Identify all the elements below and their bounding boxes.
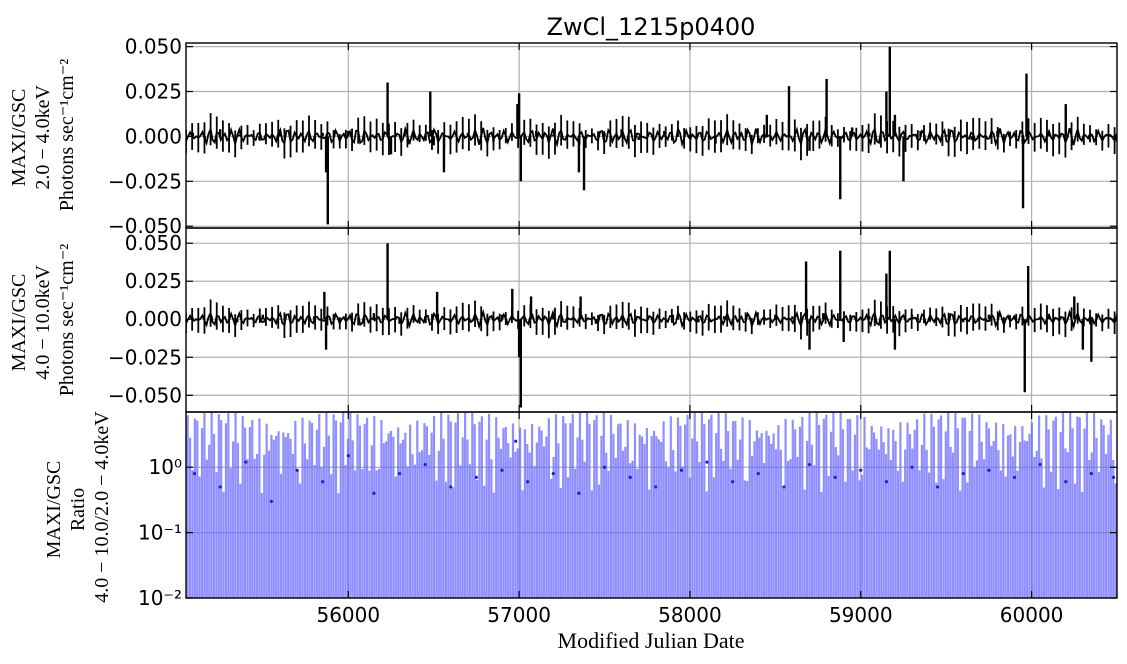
- ratio-point: [961, 471, 965, 476]
- ylabel-bottom-line-1: MAXI/GSC: [43, 461, 65, 559]
- ytick-label: 10⁰: [149, 455, 182, 479]
- ylabel-top-line-3: Photons sec⁻¹cm⁻²: [56, 59, 78, 212]
- xtick-label: 59000: [829, 603, 893, 627]
- ytick-label: 0.000: [125, 307, 182, 331]
- ratio-point: [1111, 475, 1116, 479]
- panel-ratio: 10⁻² 10⁻¹ 10⁰ 56000 57000 58000 59000 60000: [138, 411, 1118, 627]
- ytick-label: 0.050: [125, 35, 182, 59]
- panel-top: −0.050 −0.025 0.000 0.025 0.050: [108, 35, 1118, 238]
- xtick-label: 56000: [316, 603, 380, 627]
- chart-title: ZwCl_1215p0400: [547, 13, 756, 41]
- ratio-point: [551, 471, 555, 476]
- ratio-point: [654, 485, 658, 489]
- xtick-label: 60000: [1000, 603, 1064, 627]
- ratio-point: [602, 465, 607, 469]
- ratio-point: [833, 475, 837, 479]
- ylabel-top: MAXI/GSC 2.0 − 4.0keV Photons sec⁻¹cm⁻²: [8, 59, 78, 212]
- ytick-label: 0.025: [125, 79, 182, 103]
- ratio-point: [514, 439, 518, 443]
- ratio-point: [679, 468, 683, 472]
- ylabel-middle: MAXI/GSC 4.0 − 10.0keV Photons sec⁻¹cm⁻²: [8, 244, 78, 397]
- ytick-label: 10⁻²: [138, 586, 182, 610]
- ytick-label: 10⁻¹: [138, 521, 182, 545]
- ratio-point: [321, 480, 325, 484]
- ytick-label: −0.025: [108, 345, 182, 369]
- ratio-point: [1038, 462, 1042, 467]
- ratio-point: [705, 460, 709, 464]
- ratio-point: [987, 468, 991, 472]
- ratio-point: [244, 460, 248, 464]
- ratio-point: [397, 471, 402, 476]
- ratio-point: [295, 468, 299, 472]
- ratio-point: [474, 475, 479, 479]
- ratio-point: [936, 485, 940, 489]
- ytick-label: 0.025: [125, 269, 182, 293]
- ratio-point: [1012, 475, 1017, 479]
- ratio-point: [192, 471, 197, 476]
- ratio-point: [884, 480, 888, 484]
- ratio-point: [859, 468, 863, 472]
- ylabel-middle-line-2: 4.0 − 10.0keV: [32, 264, 54, 379]
- ratio-point: [1064, 480, 1068, 484]
- ytick-label: 0.050: [125, 231, 182, 255]
- ylabel-bottom: MAXI/GSC Ratio 4.0 − 10.0/2.0 − 4.0keV: [43, 411, 113, 603]
- ratio-point: [526, 480, 530, 484]
- ratio-point: [628, 475, 632, 479]
- ratio-point: [807, 462, 812, 467]
- ytick-label: −0.050: [108, 383, 182, 407]
- series-group: [186, 412, 1117, 598]
- ratio-point: [218, 485, 222, 489]
- ytick-label: −0.025: [108, 169, 182, 193]
- ratio-point: [756, 471, 760, 476]
- ratio-point: [782, 485, 786, 489]
- ytick-label: −0.050: [108, 214, 182, 238]
- noise-line: [186, 125, 1117, 148]
- ratio-point: [372, 491, 376, 495]
- ylabel-middle-line-3: Photons sec⁻¹cm⁻²: [56, 244, 78, 397]
- axes-frame: [185, 411, 1118, 599]
- panel-middle: −0.050 −0.025 0.000 0.025 0.050: [108, 227, 1118, 413]
- ratio-point: [449, 485, 453, 489]
- ylabel-bottom-line-3: 4.0 − 10.0/2.0 − 4.0keV: [91, 411, 113, 603]
- ylabel-bottom-line-2: Ratio: [67, 488, 89, 531]
- series-group: [186, 243, 1117, 408]
- ytick-label: 0.000: [125, 124, 182, 148]
- xlabel: Modified Julian Date: [558, 628, 745, 653]
- ratio-point: [1089, 471, 1093, 476]
- ratio-point: [500, 468, 504, 472]
- ylabel-top-line-1: MAXI/GSC: [8, 89, 30, 187]
- ratio-point: [910, 465, 914, 469]
- xtick-label: 57000: [487, 603, 551, 627]
- series-group: [186, 46, 1117, 225]
- ylabel-top-line-2: 2.0 − 4.0keV: [32, 84, 54, 189]
- ratio-point: [423, 462, 427, 467]
- ratio-point: [269, 499, 274, 504]
- noise-line: [186, 308, 1117, 330]
- ratio-point: [731, 480, 735, 484]
- ratio-point: [346, 454, 350, 458]
- ratio-point: [577, 491, 581, 495]
- ylabel-middle-line-1: MAXI/GSC: [8, 274, 30, 372]
- xtick-label: 58000: [658, 603, 722, 627]
